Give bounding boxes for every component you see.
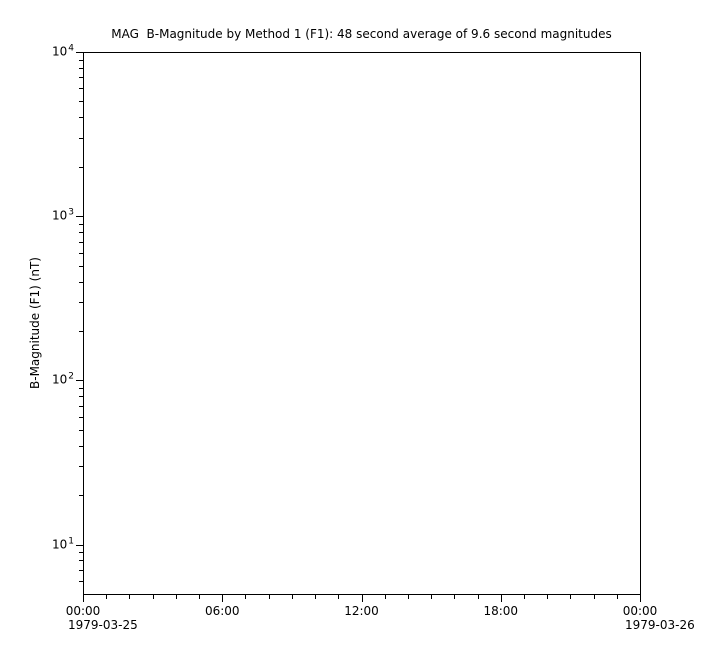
y-tick-exponent: 3: [68, 207, 74, 218]
x-axis-date-end: 1979-03-26: [625, 618, 695, 632]
y-tick-label: 101: [51, 535, 74, 551]
y-tick-label: 102: [51, 371, 74, 387]
x-axis-date-start: 1979-03-25: [68, 618, 138, 632]
y-tick-exponent: 1: [68, 535, 74, 546]
plot-frame: [83, 52, 641, 595]
y-tick-exponent: 4: [68, 43, 74, 54]
y-tick-label: 104: [51, 43, 74, 59]
x-tick-label: 18:00: [483, 604, 519, 618]
y-tick-exponent: 2: [68, 371, 74, 382]
x-tick-label: 06:00: [204, 604, 240, 618]
x-tick-label: 00:00: [622, 604, 658, 618]
chart-title: MAG B-Magnitude by Method 1 (F1): 48 sec…: [111, 27, 612, 41]
y-tick-base: 10: [51, 372, 68, 387]
x-tick-label: 12:00: [344, 604, 379, 618]
y-tick-base: 10: [51, 44, 68, 59]
x-tick-label: 00:00: [65, 604, 101, 618]
y-tick-label: 103: [51, 207, 74, 223]
y-tick-base: 10: [51, 536, 68, 551]
y-tick-base: 10: [51, 208, 68, 223]
